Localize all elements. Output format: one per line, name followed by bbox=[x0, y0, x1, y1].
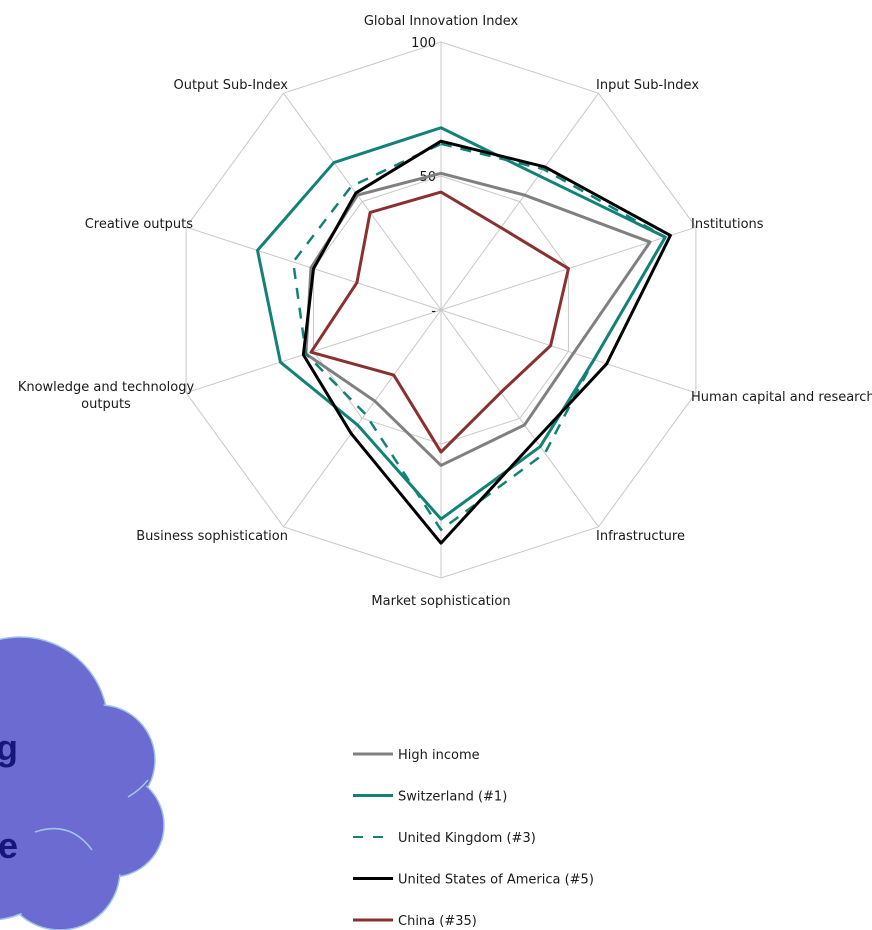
axis-label: Creative outputs bbox=[85, 217, 194, 232]
grid-spoke bbox=[283, 309, 442, 528]
legend-label: Switzerland (#1) bbox=[398, 790, 507, 805]
legend: High income Switzerland (#1) United Kingdo… bbox=[353, 748, 594, 929]
grid-spoke bbox=[440, 309, 697, 394]
radar-grid bbox=[185, 41, 697, 579]
legend-label: United Kingdom (#3) bbox=[398, 831, 536, 846]
cloud-edge bbox=[127, 779, 149, 798]
cloud-fill bbox=[0, 732, 108, 868]
grid-spoke bbox=[440, 309, 599, 528]
axis-label: Infrastructure bbox=[596, 529, 685, 544]
cloud-callout: g e bbox=[0, 636, 165, 930]
cloud-text-line2: e bbox=[0, 825, 18, 866]
cloud-edge bbox=[34, 827, 93, 851]
axis-label: Institutions bbox=[691, 217, 764, 232]
axis-label: Business sophistication bbox=[136, 529, 288, 544]
axis-label: Knowledge and technology outputs bbox=[18, 380, 195, 412]
axis-label: Input Sub-Index bbox=[596, 78, 699, 93]
axis-label: Output Sub-Index bbox=[173, 78, 288, 93]
grid-spoke bbox=[440, 92, 599, 311]
series-line bbox=[304, 171, 652, 467]
axis-label: Market sophistication bbox=[371, 594, 510, 609]
tick-label: - bbox=[431, 304, 436, 319]
tick-label: 100 bbox=[411, 36, 436, 51]
series-line bbox=[309, 190, 570, 454]
axis-label: Global Innovation Index bbox=[364, 14, 519, 29]
series-line bbox=[291, 142, 667, 532]
axis-labels: Global Innovation Index Input Sub-Index In… bbox=[18, 14, 872, 609]
grid-spoke bbox=[283, 92, 442, 311]
series-line bbox=[255, 126, 667, 521]
axis-label: Human capital and research bbox=[691, 390, 872, 405]
legend-label: United States of America (#5) bbox=[398, 873, 594, 888]
cloud-text-line1: g bbox=[0, 727, 18, 768]
legend-label: China (#35) bbox=[398, 914, 477, 929]
series-group bbox=[255, 126, 672, 545]
cloud-shape bbox=[0, 636, 165, 930]
series-line bbox=[301, 139, 672, 545]
legend-label: High income bbox=[398, 748, 480, 763]
